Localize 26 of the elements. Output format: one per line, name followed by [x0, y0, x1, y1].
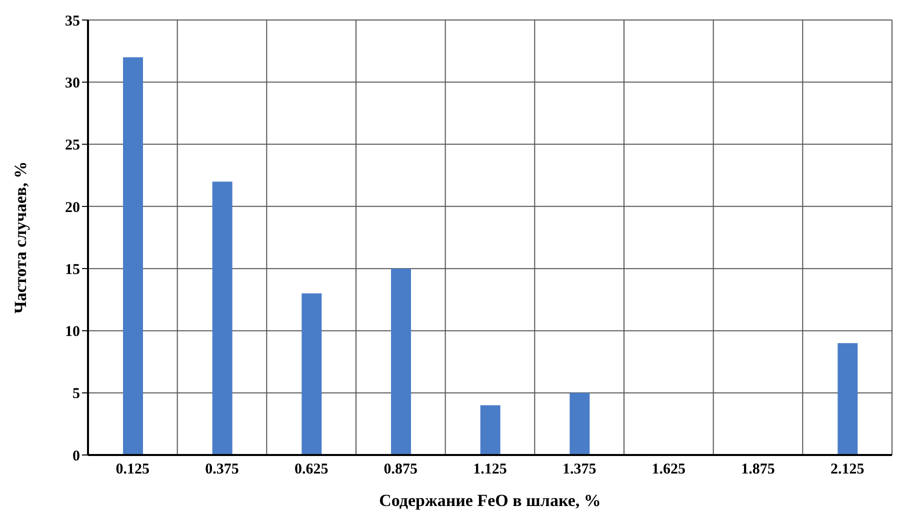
bar [302, 293, 322, 455]
x-tick-label: 2.125 [830, 462, 864, 478]
y-tick-label: 5 [72, 386, 80, 402]
bar [212, 182, 232, 455]
y-tick-label: 30 [65, 75, 80, 92]
x-tick-label: 0.125 [116, 462, 150, 478]
x-tick-label: 0.375 [205, 462, 239, 478]
x-tick-label: 1.125 [473, 462, 507, 478]
y-axis-title: Частота случаев, % [11, 161, 30, 314]
y-tick-label: 0 [72, 448, 80, 464]
y-tick-label: 35 [65, 13, 80, 30]
x-tick-label: 1.875 [741, 462, 775, 478]
bar [480, 405, 500, 455]
x-tick-label: 0.625 [294, 462, 328, 478]
y-tick-label: 20 [65, 200, 80, 216]
bar [123, 57, 143, 455]
y-tick-label: 25 [65, 138, 80, 154]
bar [570, 392, 590, 455]
bar [391, 268, 411, 455]
y-tick-label: 10 [65, 324, 80, 340]
bar [838, 343, 858, 455]
x-tick-label: 1.375 [562, 462, 596, 478]
x-axis-title: Содержание FeO в шлаке, % [379, 491, 601, 510]
x-tick-label: 1.625 [652, 462, 686, 478]
x-tick-label: 0.875 [384, 462, 418, 478]
y-tick-label: 15 [65, 262, 80, 278]
